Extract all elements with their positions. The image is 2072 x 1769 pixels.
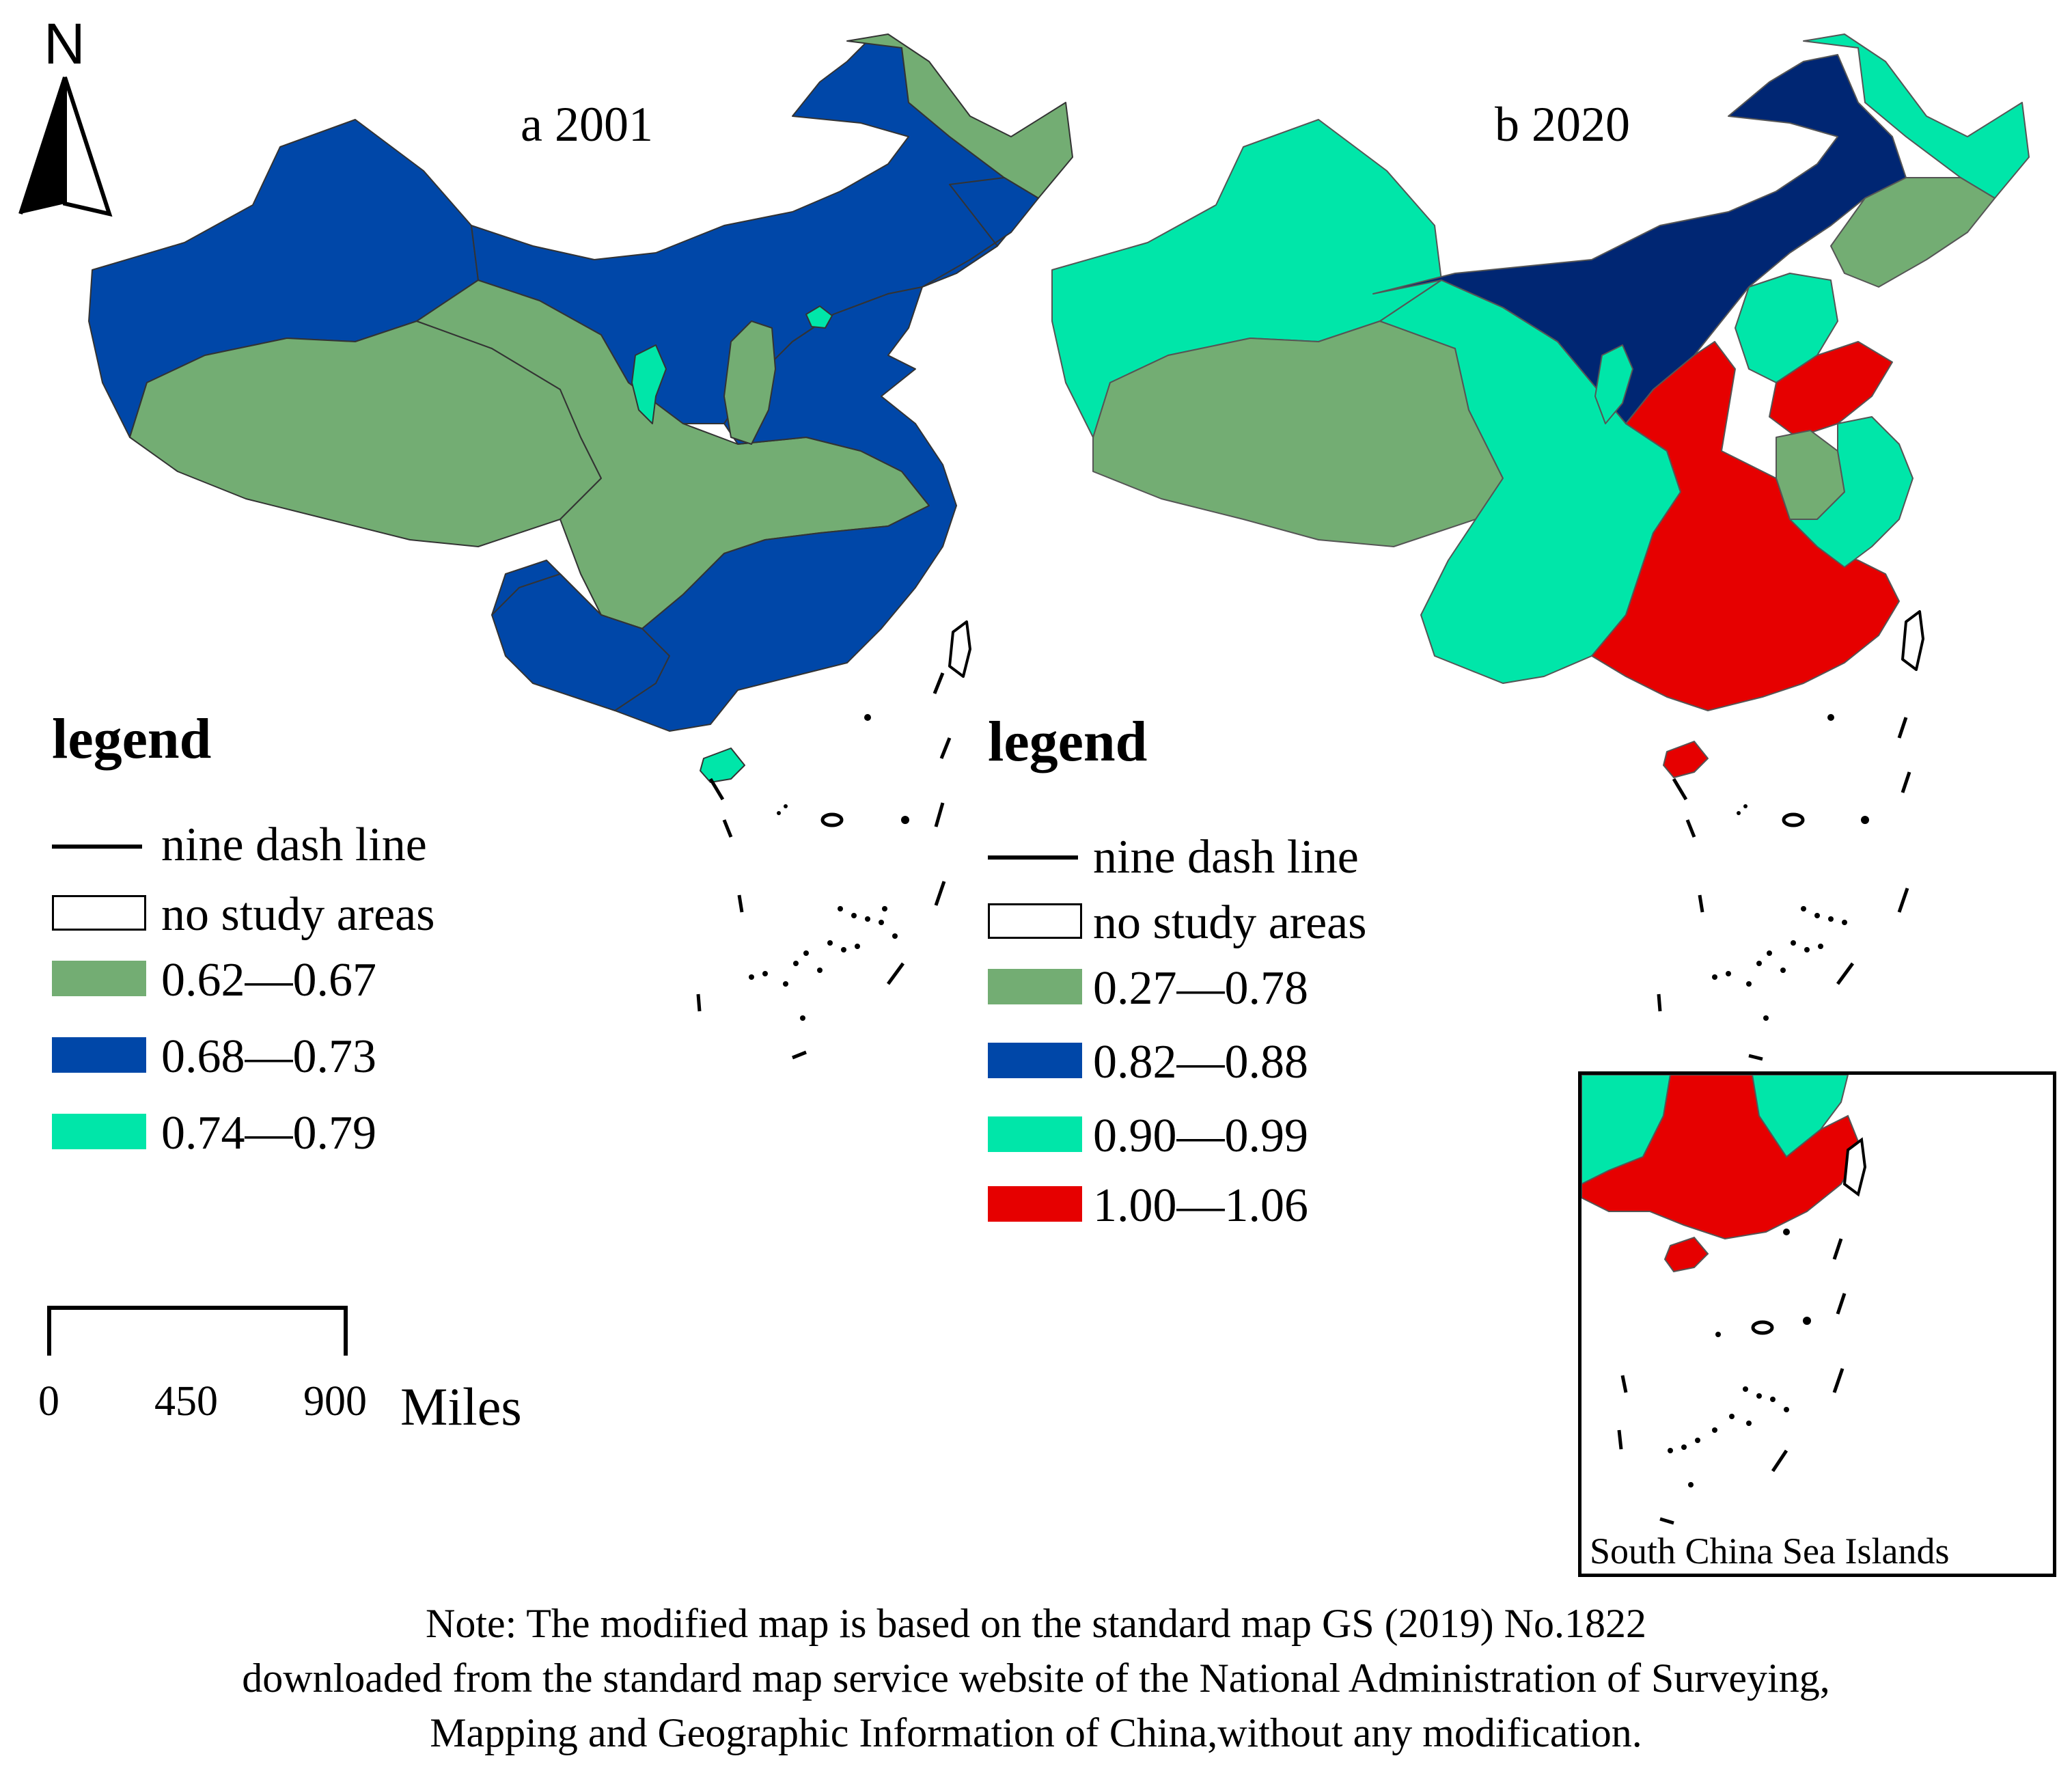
legend-b-swatch-4 — [988, 1116, 1082, 1152]
scale-tick-450: 450 — [154, 1378, 218, 1425]
region-taiwan-2020 — [1901, 610, 1924, 671]
note-line-2: downloaded from the standard map service… — [242, 1656, 1830, 1701]
legend-b-swatch-3 — [988, 1043, 1082, 1078]
region-jilin-liaoning-2020 — [1830, 177, 1995, 288]
scale-tick-900: 900 — [303, 1378, 367, 1425]
island-ring-b — [1782, 812, 1805, 827]
inset-south-china-sea: South China Sea Islands — [1578, 1071, 2056, 1577]
region-taiwan-2001 — [948, 620, 971, 678]
legend-a-item-1: no study areas — [161, 888, 435, 941]
region-jilin-liaoning-2001 — [922, 177, 1039, 288]
legend-b-item-5: 1.00—1.06 — [1093, 1179, 1308, 1232]
legend-b-item-2: 0.27—0.78 — [1093, 962, 1308, 1015]
panel-b-title: b 2020 — [1495, 97, 1630, 152]
legend-a-dash-line-icon — [52, 845, 142, 849]
region-shanxi-2001 — [723, 320, 776, 445]
region-hainan-2001 — [700, 748, 745, 783]
legend-a-swatch-1 — [52, 895, 146, 931]
south-china-sea-islands-b — [1712, 714, 1869, 1021]
legend-b-dash-line-icon — [988, 855, 1078, 860]
legend-b-swatch-1 — [988, 903, 1082, 939]
north-arrow-label: N — [44, 12, 85, 76]
scale-tick-0: 0 — [38, 1378, 59, 1425]
region-hainan-2020 — [1663, 741, 1709, 778]
panel-a-title: a 2001 — [521, 97, 653, 152]
legend-b-swatch-5 — [988, 1186, 1082, 1222]
inset-map — [1581, 1075, 1867, 1525]
region-beijing-2001 — [805, 305, 833, 329]
region-north-2020 — [1372, 54, 1907, 424]
legend-a-item-2: 0.62—0.67 — [161, 954, 376, 1006]
legend-b-title: legend — [988, 710, 1148, 773]
note-line-3: Mapping and Geographic Information of Ch… — [430, 1710, 1642, 1755]
legend-a-swatch-3 — [52, 1037, 146, 1073]
legend-a-item-0: nine dash line — [161, 819, 427, 871]
nine-dash-line-a — [696, 672, 952, 1060]
region-ningxia-2020 — [1594, 344, 1633, 424]
region-central-red-2020 — [1591, 341, 1900, 711]
legend-a-item-4: 0.74—0.79 — [161, 1107, 376, 1160]
nine-dash-line-b — [1657, 717, 1911, 1061]
scale-bar — [47, 1306, 348, 1356]
region-ningxia-2001 — [631, 344, 667, 424]
inset-label: South China Sea Islands — [1590, 1531, 1950, 1572]
region-heilongjiang-2001 — [846, 33, 1073, 199]
legend-a-title: legend — [52, 707, 212, 771]
legend-a-item-3: 0.68—0.73 — [161, 1030, 376, 1083]
legend-a-swatch-2 — [52, 961, 146, 996]
legend-b-item-1: no study areas — [1093, 896, 1367, 949]
scale-unit: Miles — [400, 1377, 522, 1436]
north-arrow-icon — [18, 77, 113, 217]
region-heilongjiang-2020 — [1803, 33, 2030, 199]
region-east-cyan-2020 — [1789, 416, 1914, 568]
note-line-1: Note: The modified map is based on the s… — [426, 1601, 1646, 1646]
region-yunnan-2001 — [491, 573, 670, 711]
legend-b-item-3: 0.82—0.88 — [1093, 1036, 1308, 1088]
south-china-sea-islands-a — [749, 714, 909, 1021]
legend-a-swatch-4 — [52, 1114, 146, 1149]
legend-b-item-0: nine dash line — [1093, 831, 1359, 883]
legend-b-item-4: 0.90—0.99 — [1093, 1110, 1308, 1162]
region-shandong-2020 — [1769, 341, 1893, 438]
island-ring-a — [820, 812, 844, 827]
legend-b-swatch-2 — [988, 969, 1082, 1004]
